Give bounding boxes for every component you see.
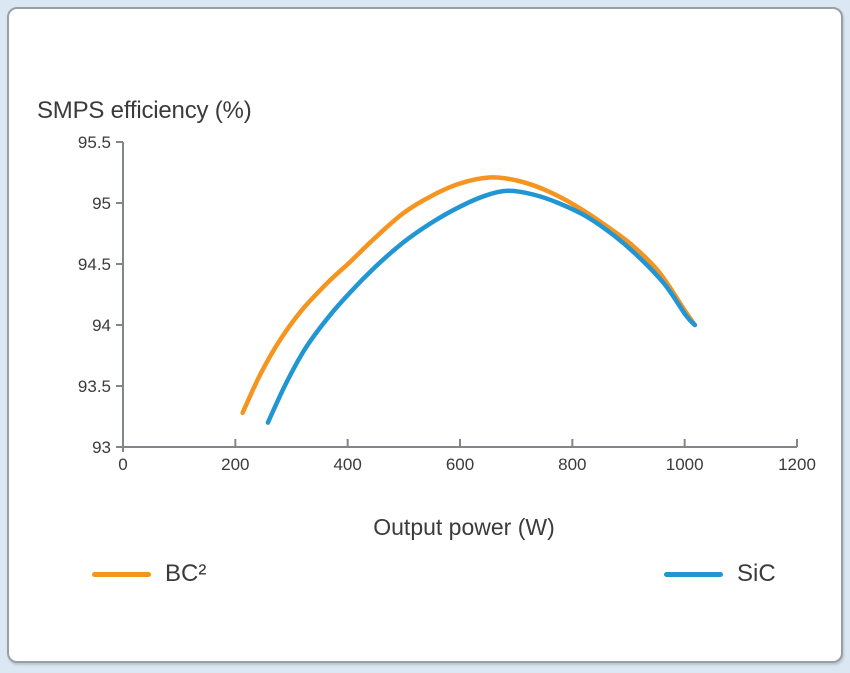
y-tick-label: 94 xyxy=(92,316,111,335)
bc2-line-swatch xyxy=(92,571,151,577)
x-tick-label: 1200 xyxy=(778,455,816,474)
sic-line-swatch xyxy=(664,571,723,577)
y-axis-title: SMPS efficiency (%) xyxy=(37,97,252,124)
curve-bc2 xyxy=(240,175,698,416)
y-tick-label: 95 xyxy=(92,194,111,213)
legend-item-bc2: BC² xyxy=(92,560,206,588)
chart-card: SMPS efficiency (%) Output power (W) BC²… xyxy=(7,7,843,663)
legend-item-sic: SiC xyxy=(664,560,776,588)
x-tick-label: 400 xyxy=(333,455,361,474)
x-tick-label: 200 xyxy=(221,455,249,474)
curve-sic xyxy=(265,188,698,425)
x-tick-label: 600 xyxy=(446,455,474,474)
y-tick-label: 93.5 xyxy=(78,377,111,396)
x-axis-title: Output power (W) xyxy=(373,514,555,540)
x-tick-label: 1000 xyxy=(666,455,704,474)
y-tick-label: 95.5 xyxy=(78,133,111,152)
x-tick-label: 800 xyxy=(558,455,586,474)
legend-label-bc2: BC² xyxy=(165,560,207,587)
legend-label-sic: SiC xyxy=(737,560,776,587)
x-tick-label: 0 xyxy=(118,455,127,474)
y-tick-label: 93 xyxy=(92,438,111,457)
y-tick-label: 94.5 xyxy=(78,255,111,274)
